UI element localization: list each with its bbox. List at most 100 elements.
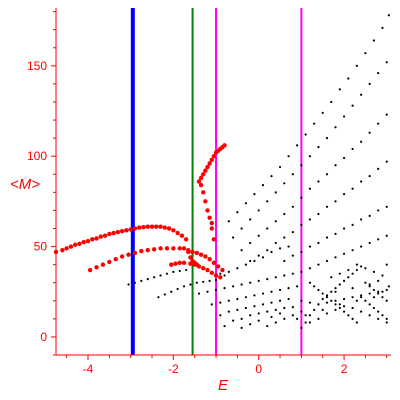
data-point: [249, 259, 252, 263]
data-point: [215, 264, 221, 269]
data-point: [317, 263, 320, 266]
data-point: [266, 310, 269, 313]
data-point: [73, 242, 78, 247]
data-point: [274, 241, 277, 245]
data-point: [351, 272, 354, 275]
data-point: [244, 202, 248, 205]
data-point: [287, 287, 290, 290]
data-point: [291, 306, 294, 309]
data-point: [171, 228, 176, 233]
data-point: [381, 274, 384, 277]
data-point: [368, 214, 371, 217]
data-point: [94, 236, 99, 241]
data-point: [377, 122, 380, 125]
data-point: [385, 288, 388, 292]
y-tick-label: 0: [40, 330, 47, 344]
data-point: [261, 292, 265, 295]
data-point: [209, 226, 214, 231]
data-point: [197, 292, 201, 295]
data-point: [100, 262, 106, 267]
data-point: [300, 310, 303, 313]
data-point: [291, 173, 294, 176]
data-point: [308, 155, 312, 158]
data-point: [360, 296, 363, 299]
data-point: [196, 264, 202, 269]
data-point: [205, 267, 210, 273]
data-point: [166, 226, 172, 231]
y-ticks: 0 50 100 150: [27, 11, 56, 356]
data-point: [385, 299, 388, 302]
data-point: [68, 244, 74, 249]
data-point: [300, 164, 303, 167]
data-point: [132, 250, 138, 256]
data-point: [372, 306, 376, 310]
data-point: [189, 283, 192, 286]
data-point: [211, 237, 217, 242]
data-point: [270, 315, 273, 319]
data-point: [342, 305, 346, 308]
data-point: [188, 261, 193, 266]
data-point: [214, 278, 218, 282]
y-tick-label: 100: [27, 149, 47, 163]
data-point: [291, 272, 294, 275]
data-point: [377, 310, 380, 313]
data-point: [181, 260, 187, 266]
data-point: [360, 180, 363, 183]
data-point: [205, 164, 210, 170]
data-point: [372, 288, 376, 292]
data-point: [261, 303, 265, 306]
data-point: [381, 26, 384, 29]
data-point: [261, 184, 265, 187]
data-point: [308, 301, 312, 304]
data-point: [249, 323, 252, 326]
data-point: [205, 208, 210, 213]
data-point: [211, 153, 217, 159]
data-point: [64, 246, 69, 251]
data-point: [209, 157, 214, 163]
data-point: [257, 319, 260, 322]
data-point: [308, 218, 312, 221]
data-point: [278, 299, 282, 302]
data-point: [274, 191, 277, 194]
data-point: [207, 257, 212, 262]
data-point: [342, 193, 346, 196]
data-point: [355, 299, 358, 302]
x-axis-title: E: [218, 377, 229, 394]
data-point: [334, 200, 337, 203]
data-point: [283, 182, 286, 185]
data-point: [317, 146, 320, 149]
data-point: [381, 296, 384, 299]
data-point: [377, 317, 380, 320]
data-point: [232, 236, 235, 239]
data-point: [240, 249, 243, 252]
data-point: [240, 227, 243, 230]
data-point: [304, 314, 307, 317]
data-point: [236, 211, 239, 214]
x-tick-label: -4: [83, 362, 94, 376]
data-point: [377, 279, 380, 283]
data-point: [308, 267, 312, 270]
data-point: [115, 229, 121, 235]
data-point: [177, 260, 182, 266]
data-points: [53, 14, 390, 329]
data-point: [202, 280, 205, 283]
x-tick-label: -2: [168, 362, 179, 376]
data-point: [223, 274, 226, 277]
data-point: [334, 290, 337, 293]
data-point: [198, 252, 204, 257]
data-point: [185, 268, 188, 272]
data-point: [240, 317, 243, 320]
data-point: [325, 296, 329, 299]
data-point: [211, 260, 217, 266]
data-point: [308, 187, 312, 190]
data-point: [227, 310, 230, 313]
data-point: [351, 223, 354, 226]
data-point: [111, 230, 116, 236]
data-point: [334, 126, 337, 129]
data-point: [77, 241, 82, 247]
data-point: [308, 314, 312, 317]
data-point: [377, 292, 380, 295]
data-point: [266, 200, 269, 203]
data-point: [198, 175, 204, 181]
